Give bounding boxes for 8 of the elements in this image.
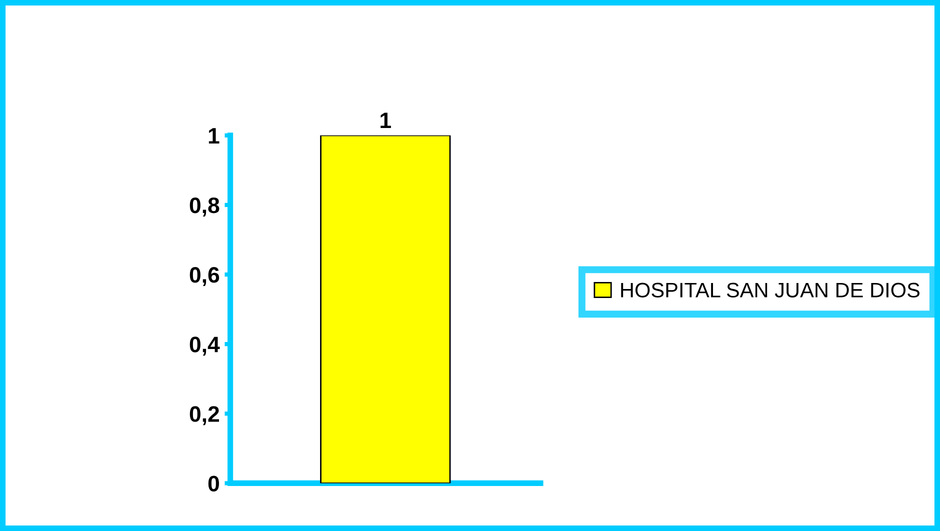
y-tick-label: 0,8 [190, 198, 220, 216]
y-tick-label: 0,4 [190, 336, 220, 356]
y-tick-label: 1 [208, 128, 220, 144]
y-tick-label: 0 [208, 476, 219, 492]
data-label: 1 [380, 112, 391, 128]
y-tick-label: 0,6 [190, 267, 220, 286]
y-tick-label: 0,2 [190, 406, 219, 426]
legend-label: HOSPITAL SAN JUAN DE DIOS [621, 282, 920, 298]
